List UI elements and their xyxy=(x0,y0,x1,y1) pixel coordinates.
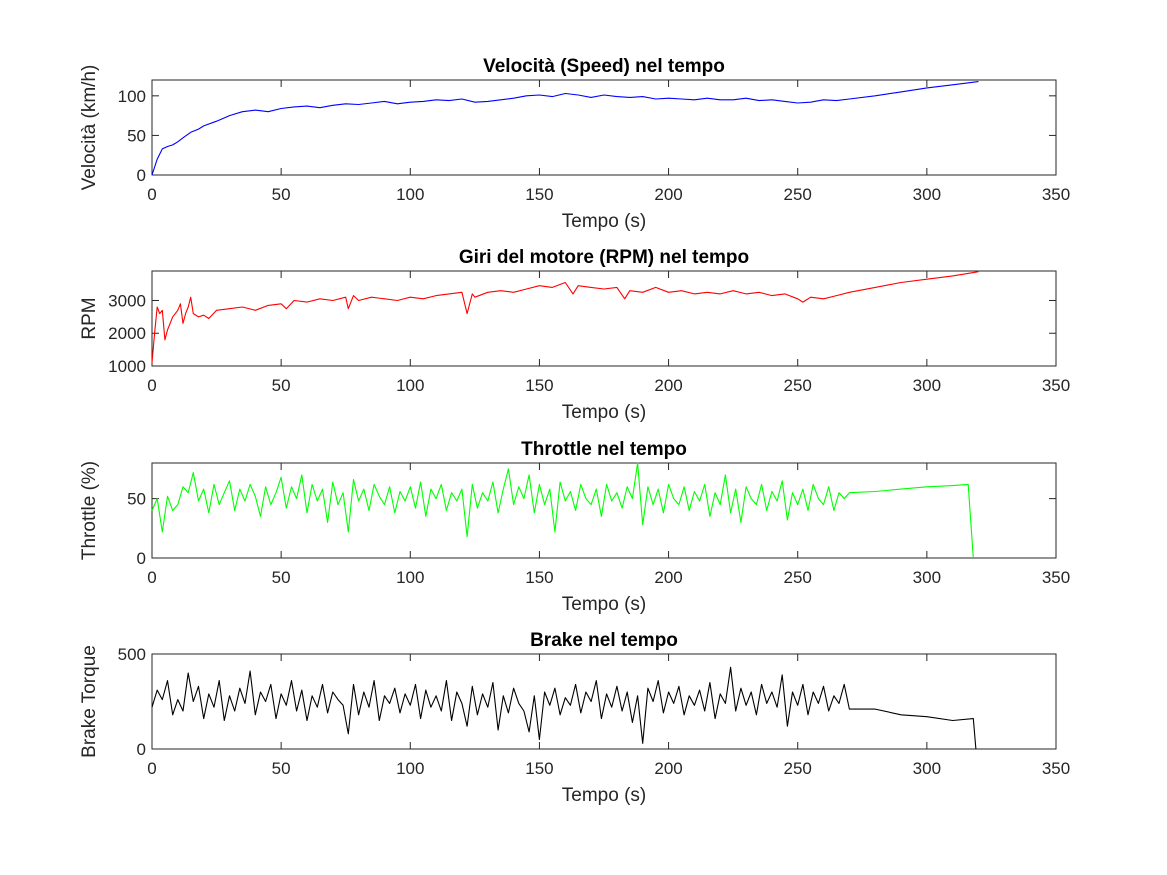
x-tick-label: 0 xyxy=(147,759,156,778)
y-tick-label: 2000 xyxy=(108,324,146,343)
series-line-1 xyxy=(151,666,977,750)
y-tick-label: 1000 xyxy=(108,357,146,376)
axes-box xyxy=(151,462,1057,559)
x-axis-label: Tempo (s) xyxy=(562,211,646,232)
x-tick-label: 250 xyxy=(784,568,812,587)
chart-title: Velocità (Speed) nel tempo xyxy=(483,56,725,77)
x-tick-label: 50 xyxy=(272,568,291,587)
x-tick-label: 0 xyxy=(147,185,156,204)
x-tick-label: 50 xyxy=(272,376,291,395)
x-axis-label: Tempo (s) xyxy=(562,402,646,423)
x-tick-label: 50 xyxy=(272,185,291,204)
x-tick-label: 300 xyxy=(913,759,941,778)
x-tick-label: 0 xyxy=(147,376,156,395)
x-tick-label: 250 xyxy=(784,185,812,204)
x-tick-label: 150 xyxy=(525,376,553,395)
x-tick-label: 0 xyxy=(147,568,156,587)
subplot-2: 0 50 100 150 200 250 300 350 1000 2000 3000 Giri de… xyxy=(79,247,1070,423)
x-tick-label: 200 xyxy=(654,759,682,778)
x-tick-label: 250 xyxy=(784,759,812,778)
x-tick-label: 150 xyxy=(525,185,553,204)
x-tick-label: 150 xyxy=(525,568,553,587)
x-tick-label: 350 xyxy=(1042,568,1070,587)
series-line-1 xyxy=(151,271,979,363)
y-tick-label: 50 xyxy=(127,490,146,509)
x-tick-label: 350 xyxy=(1042,759,1070,778)
x-tick-label: 300 xyxy=(913,185,941,204)
series-line-1 xyxy=(151,462,974,559)
x-tick-label: 50 xyxy=(272,759,291,778)
chart-title: Giri del motore (RPM) nel tempo xyxy=(459,247,749,268)
x-axis-label: Tempo (s) xyxy=(562,594,646,615)
x-tick-label: 350 xyxy=(1042,185,1070,204)
x-tick-label: 300 xyxy=(913,568,941,587)
axes-box xyxy=(151,79,1057,176)
axes-box xyxy=(151,653,1057,750)
y-tick-label: 0 xyxy=(137,740,146,759)
y-axis-label: Velocità (km/h) xyxy=(79,65,100,191)
chart-title: Brake nel tempo xyxy=(530,630,678,651)
x-tick-label: 200 xyxy=(654,376,682,395)
x-tick-label: 100 xyxy=(396,568,424,587)
y-axis-label: RPM xyxy=(79,297,100,339)
subplot-3: 0 50 100 150 200 250 300 350 0 50 Throttle nel tem… xyxy=(79,439,1070,615)
chart-title: Throttle nel tempo xyxy=(521,439,687,460)
y-tick-label: 100 xyxy=(118,87,146,106)
y-tick-label: 0 xyxy=(137,549,146,568)
x-tick-label: 300 xyxy=(913,376,941,395)
x-tick-label: 350 xyxy=(1042,376,1070,395)
axes-box xyxy=(151,270,1057,367)
y-tick-label: 0 xyxy=(137,166,146,185)
subplot-1: 0 50 100 150 200 250 300 350 0 50 100 Velocità (Spe… xyxy=(79,56,1070,232)
y-tick-label: 500 xyxy=(118,645,146,664)
y-tick-label: 50 xyxy=(127,126,146,145)
x-tick-label: 100 xyxy=(396,759,424,778)
x-tick-label: 100 xyxy=(396,376,424,395)
x-tick-label: 250 xyxy=(784,376,812,395)
y-axis-label: Brake Torque xyxy=(79,645,100,758)
x-tick-label: 200 xyxy=(654,568,682,587)
x-tick-label: 150 xyxy=(525,759,553,778)
subplot-4: 0 50 100 150 200 250 300 350 0 500 Brake nel tempo… xyxy=(79,630,1070,806)
x-tick-label: 200 xyxy=(654,185,682,204)
series-line-1 xyxy=(151,81,979,176)
x-axis-label: Tempo (s) xyxy=(562,785,646,806)
y-tick-label: 3000 xyxy=(108,291,146,310)
x-tick-label: 100 xyxy=(396,185,424,204)
y-axis-label: Throttle (%) xyxy=(79,461,100,560)
